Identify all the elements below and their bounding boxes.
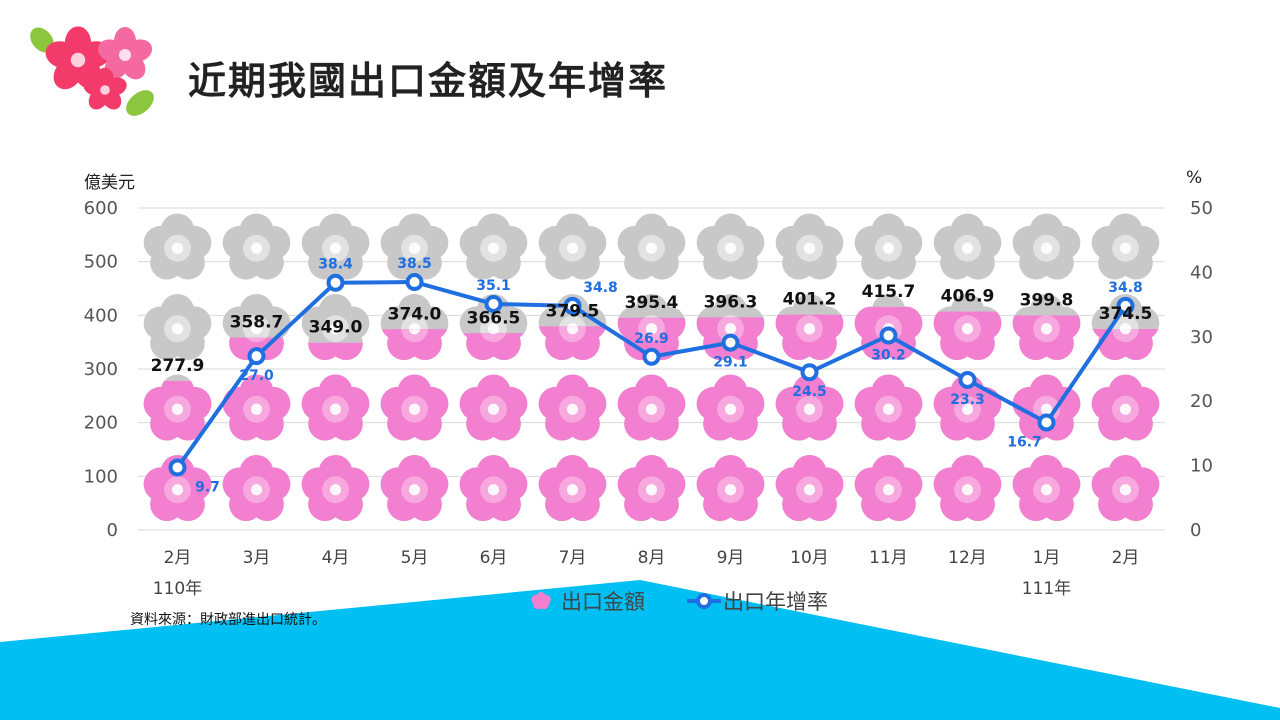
x-year-label: 110年 — [153, 579, 202, 599]
bar-export-value — [301, 213, 370, 522]
line-data-label: 29.1 — [713, 355, 748, 371]
x-tick-label: 12月 — [948, 548, 987, 568]
y-right-tick-label: 50 — [1190, 198, 1213, 219]
y-left-tick-label: 600 — [84, 198, 118, 219]
bar-export-value — [459, 213, 528, 522]
bar-export-value — [775, 213, 844, 522]
y-left-tick-label: 400 — [84, 305, 118, 326]
line-point — [405, 273, 424, 292]
line-point — [168, 458, 187, 477]
page-title: 近期我國出口金額及年增率 — [188, 59, 669, 103]
y-right-tick-label: 0 — [1190, 520, 1201, 541]
bar-export-value — [143, 213, 212, 522]
line-data-label: 38.5 — [397, 256, 432, 272]
bar-export-value — [617, 213, 686, 522]
legend-label-growth-rate: 出口年增率 — [723, 590, 828, 614]
legend-line-icon — [687, 593, 721, 609]
line-point — [247, 347, 266, 366]
line-point — [879, 326, 898, 345]
line-point — [563, 296, 582, 315]
x-tick-label: 10月 — [790, 548, 829, 568]
line-point — [484, 294, 503, 313]
bar-data-label: 396.3 — [704, 292, 758, 312]
line-data-label: 16.7 — [1007, 434, 1042, 450]
line-data-label: 34.8 — [583, 280, 618, 296]
bar-export-value — [222, 213, 291, 522]
y-left-unit: 億美元 — [84, 173, 135, 193]
line-data-label: 24.5 — [792, 384, 827, 400]
x-tick-label: 6月 — [480, 548, 508, 568]
source-note: 資料來源：財政部進出口統計。 — [130, 612, 326, 628]
line-data-label: 27.0 — [239, 368, 274, 384]
line-data-label: 34.8 — [1108, 280, 1143, 296]
y-right-tick-label: 10 — [1190, 456, 1213, 477]
x-tick-label: 3月 — [243, 548, 271, 568]
y-left-tick-label: 0 — [107, 520, 118, 541]
bar-data-label: 379.5 — [546, 301, 600, 321]
legend-label-export-value: 出口金額 — [561, 590, 645, 614]
y-left-tick-label: 200 — [84, 413, 118, 434]
y-left-tick-label: 500 — [84, 252, 118, 273]
x-year-label: 111年 — [1022, 579, 1071, 599]
line-point — [326, 273, 345, 292]
line-data-label: 26.9 — [634, 331, 669, 347]
y-right-tick-label: 20 — [1190, 391, 1213, 412]
line-point — [958, 370, 977, 389]
line-data-label: 9.7 — [195, 480, 220, 496]
bar-data-label: 277.9 — [151, 356, 205, 376]
y-left-tick-label: 100 — [84, 466, 118, 487]
bar-export-value — [538, 213, 607, 522]
bar-data-label: 399.8 — [1020, 290, 1074, 310]
x-tick-label: 7月 — [559, 548, 587, 568]
bar-data-label: 401.2 — [783, 290, 837, 310]
bar-data-label: 374.5 — [1099, 304, 1153, 324]
line-point — [642, 347, 661, 366]
x-tick-label: 4月 — [322, 548, 350, 568]
x-tick-label: 5月 — [401, 548, 429, 568]
line-data-label: 38.4 — [318, 257, 353, 273]
x-tick-label: 8月 — [638, 548, 666, 568]
bar-data-label: 358.7 — [230, 312, 284, 332]
bar-data-label: 366.5 — [467, 308, 521, 328]
legend-flower-icon — [531, 592, 551, 610]
bar-export-value — [933, 213, 1002, 522]
x-tick-label: 11月 — [869, 548, 908, 568]
x-tick-label: 1月 — [1033, 548, 1061, 568]
y-right-unit: % — [1186, 168, 1203, 188]
line-point — [800, 363, 819, 382]
y-right-tick-label: 40 — [1190, 262, 1213, 283]
bar-export-value — [380, 213, 449, 522]
bar-data-label: 415.7 — [862, 282, 916, 302]
bar-export-value — [1012, 213, 1081, 522]
y-left-tick-label: 300 — [84, 359, 118, 380]
bar-export-value — [1091, 213, 1160, 522]
bar-data-label: 374.0 — [388, 304, 442, 324]
legend: 出口金額 出口年增率 — [525, 586, 828, 616]
x-tick-label: 9月 — [717, 548, 745, 568]
bar-export-value — [854, 213, 923, 522]
bar-data-label: 406.9 — [941, 287, 995, 307]
bar-data-label: 395.4 — [625, 293, 679, 313]
line-data-label: 30.2 — [871, 348, 906, 364]
line-point — [1037, 413, 1056, 432]
y-right-tick-label: 30 — [1190, 327, 1213, 348]
bottom-band — [0, 580, 1280, 720]
x-tick-label: 2月 — [1112, 548, 1140, 568]
line-point — [1116, 296, 1135, 315]
blossom-logo-icon — [30, 26, 154, 116]
line-point — [721, 333, 740, 352]
bar-data-label: 349.0 — [309, 318, 363, 338]
line-data-label: 35.1 — [476, 278, 511, 294]
x-tick-label: 2月 — [164, 548, 192, 568]
line-data-label: 23.3 — [950, 392, 985, 408]
